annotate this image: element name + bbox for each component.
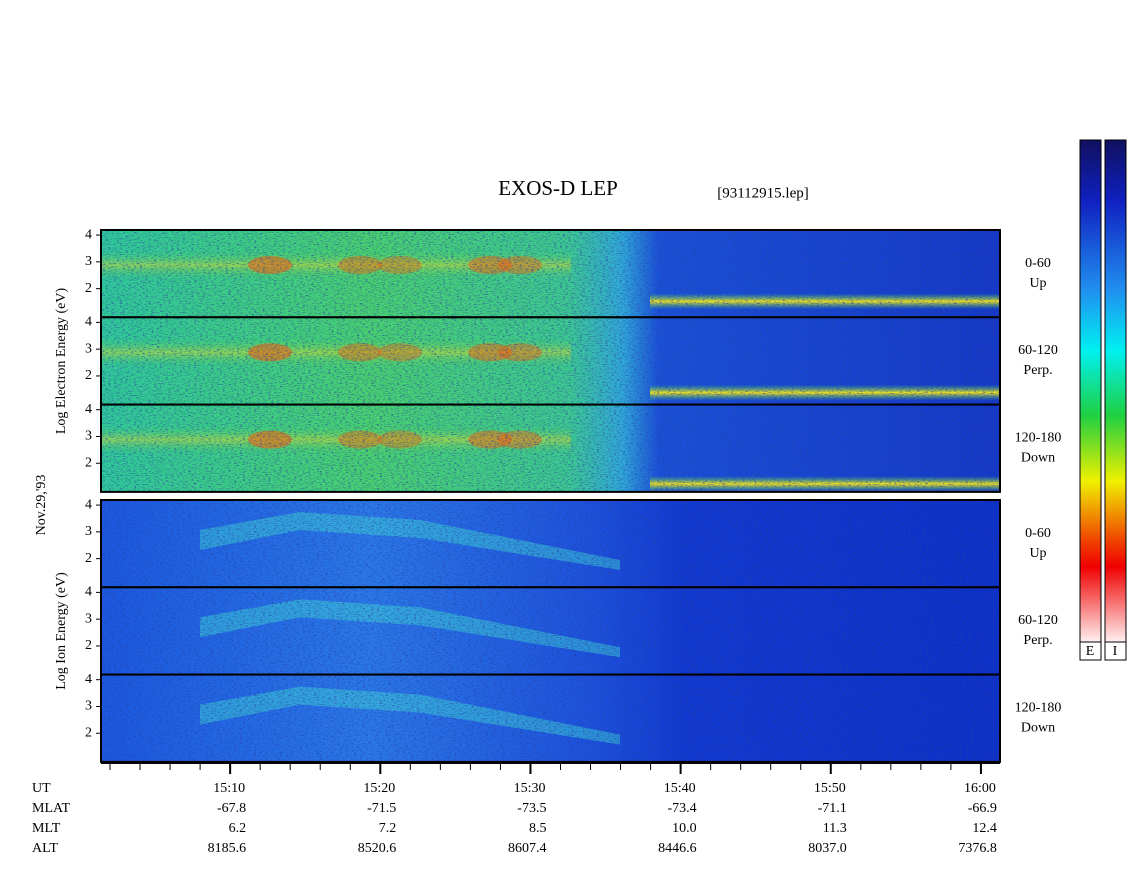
colorbars: E I xyxy=(1079,139,1127,661)
panel-angle: 120-180 xyxy=(1015,430,1062,445)
panel-direction: Up xyxy=(1029,546,1046,561)
title: EXOS-D LEP xyxy=(498,176,618,200)
x-tick-label: 15:40 xyxy=(664,781,696,796)
ephemeris-value: -71.5 xyxy=(367,801,396,816)
y-tick-label: 4 xyxy=(85,672,92,687)
ephemeris-label: ALT xyxy=(32,841,58,856)
colorbar-label-box xyxy=(1104,641,1127,661)
colorbar xyxy=(1079,139,1102,643)
ephemeris-value: -73.4 xyxy=(667,801,696,816)
ephemeris-value: 6.2 xyxy=(229,821,247,836)
y-tick-label: 2 xyxy=(85,281,92,296)
spectrogram-noise xyxy=(101,674,1000,762)
panel-angle: 120-180 xyxy=(1015,700,1062,715)
ephemeris-value: 7.2 xyxy=(379,821,397,836)
x-axis-label: UT xyxy=(32,781,51,796)
panel-angle: 0-60 xyxy=(1025,256,1051,271)
colorbar xyxy=(1104,139,1127,643)
y-tick-label: 4 xyxy=(85,227,92,242)
panel-direction: Down xyxy=(1021,450,1055,465)
ephemeris-value: -67.8 xyxy=(217,801,246,816)
x-tick-label: 15:50 xyxy=(814,781,846,796)
colorbar-label-box xyxy=(1079,641,1102,661)
x-tick-label: 15:20 xyxy=(363,781,395,796)
panel-angle: 60-120 xyxy=(1018,613,1058,628)
y-tick-label: 4 xyxy=(85,585,92,600)
panel-direction: Perp. xyxy=(1023,363,1052,378)
electron-axis-label: Log Electron Energy (eV) xyxy=(54,288,69,435)
y-tick-label: 3 xyxy=(85,699,92,714)
ephemeris-value: 7376.8 xyxy=(958,841,997,856)
spectrogram-noise xyxy=(101,587,1000,675)
y-tick-label: 4 xyxy=(85,402,92,417)
ephemeris-value: 11.3 xyxy=(823,821,847,836)
panel-angle: 0-60 xyxy=(1025,526,1051,541)
ephemeris-value: 12.4 xyxy=(972,821,997,836)
ion-axis-label: Log Ion Energy (eV) xyxy=(54,572,69,690)
x-tick-label: 15:30 xyxy=(514,781,546,796)
y-tick-label: 2 xyxy=(85,368,92,383)
y-tick-label: 4 xyxy=(85,315,92,330)
spectrogram-noise xyxy=(101,317,1000,405)
y-tick-label: 2 xyxy=(85,725,92,740)
y-tick-label: 4 xyxy=(85,497,92,512)
ephemeris-value: 8520.6 xyxy=(358,841,397,856)
colorbar-label: I xyxy=(1113,644,1118,659)
x-tick-label: 15:10 xyxy=(213,781,245,796)
spectrogram-noise xyxy=(101,500,1000,588)
y-tick-label: 2 xyxy=(85,638,92,653)
ephemeris-value: -73.5 xyxy=(517,801,546,816)
y-tick-label: 3 xyxy=(85,341,92,356)
y-tick-label: 3 xyxy=(85,254,92,269)
ephemeris-value: 8446.6 xyxy=(658,841,697,856)
ephemeris-value: -66.9 xyxy=(968,801,997,816)
y-tick-label: 2 xyxy=(85,455,92,470)
colorbar-label: E xyxy=(1086,644,1095,659)
x-tick-label: 16:00 xyxy=(964,781,996,796)
panel-angle: 60-120 xyxy=(1018,343,1058,358)
panel-direction: Up xyxy=(1029,276,1046,291)
y-tick-label: 3 xyxy=(85,524,92,539)
ephemeris-value: 8037.0 xyxy=(808,841,847,856)
spectrogram-noise xyxy=(101,404,1000,492)
ephemeris-value: -71.1 xyxy=(818,801,847,816)
ephemeris-label: MLT xyxy=(32,821,61,836)
spectrogram-noise xyxy=(101,230,1000,318)
ephemeris-value: 8185.6 xyxy=(208,841,247,856)
y-tick-label: 2 xyxy=(85,551,92,566)
panel-direction: Down xyxy=(1021,720,1055,735)
date: Nov.29,'93 xyxy=(34,475,49,536)
panel-direction: Perp. xyxy=(1023,633,1052,648)
ephemeris-value: 8607.4 xyxy=(508,841,547,856)
ephemeris-label: MLAT xyxy=(32,801,71,816)
ephemeris-value: 10.0 xyxy=(672,821,697,836)
file-name: [93112915.lep] xyxy=(717,185,809,201)
y-tick-label: 3 xyxy=(85,611,92,626)
ephemeris-value: 8.5 xyxy=(529,821,547,836)
panel-frame xyxy=(100,673,1001,763)
y-tick-label: 3 xyxy=(85,429,92,444)
panel-frame xyxy=(100,403,1001,493)
